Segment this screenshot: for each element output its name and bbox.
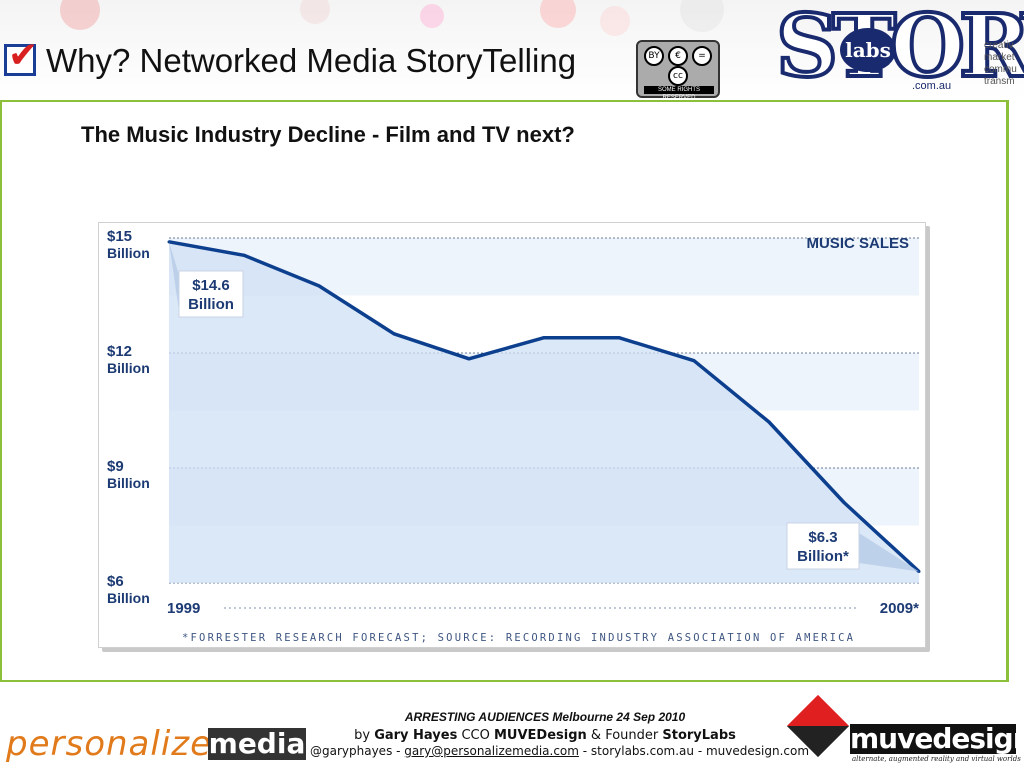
decor-circle <box>540 0 576 28</box>
creative-commons-badge: BY € = cc SOME RIGHTS RESERVED <box>636 40 720 100</box>
header-title: Why? Networked Media StoryTelling <box>46 42 577 79</box>
labs-badge: labs <box>840 28 896 72</box>
data-point <box>167 240 171 244</box>
y-tick-amount: $12 <box>107 343 132 360</box>
logo-part: personalize <box>6 724 213 764</box>
music-sales-chart: $15Billion$12Billion$9Billion$6Billion19… <box>107 228 921 644</box>
decor-circle <box>420 4 444 28</box>
credit-role: CCO <box>457 728 494 743</box>
callout-box <box>178 270 244 318</box>
chart-source: *FORRESTER RESEARCH FORECAST; SOURCE: RE… <box>182 632 855 644</box>
decor-circle <box>600 6 630 36</box>
credit-by: by <box>354 728 375 743</box>
credit-mid: & Founder <box>586 728 663 743</box>
footer-event: ARRESTING AUDIENCES Melbourne 24 Sep 201… <box>404 710 686 724</box>
cc-caption: SOME RIGHTS RESERVED <box>644 86 714 100</box>
cc-nd-icon: = <box>692 46 712 66</box>
slide-header: ✔ Why? Networked Media StoryTelling BY €… <box>0 0 1024 100</box>
cc-by-icon: BY <box>644 46 664 66</box>
y-tick-unit: Billion <box>107 590 150 606</box>
credit-name: Gary Hayes <box>374 728 458 743</box>
x-label-end: 2009* <box>880 600 919 617</box>
muvedesign-logo: muvedesign alternate, augmented reality … <box>786 694 1024 764</box>
callout-unit: Billion* <box>797 548 849 565</box>
data-point <box>242 253 246 257</box>
contact-rest: - storylabs.com.au - muvedesign.com <box>578 744 810 758</box>
data-point <box>617 336 621 340</box>
data-point <box>692 359 696 363</box>
cc-logo-icon: cc <box>668 66 688 86</box>
decor-circle <box>60 0 100 30</box>
footer-contact: @garyphayes - gary@personalizemedia.com … <box>310 744 809 758</box>
callout-box <box>786 522 860 570</box>
y-tick-unit: Billion <box>107 360 150 376</box>
y-tick-amount: $15 <box>107 228 132 245</box>
data-point <box>317 284 321 288</box>
chart-container: $15 Billion $12 Billion $9 Billion $6 Billion 19… <box>98 222 926 648</box>
checkmark-icon: ✔ <box>8 35 39 76</box>
side-line: commu <box>984 64 1017 75</box>
sales-area <box>169 241 919 584</box>
muvedesign-tagline: alternate, augmented reality and virtual… <box>852 755 1021 763</box>
side-line: market <box>984 52 1015 63</box>
storylabs-logo: STORY <box>774 0 1024 97</box>
y-tick-unit: Billion <box>107 245 150 261</box>
data-point <box>542 336 546 340</box>
data-point <box>842 501 846 504</box>
checkbox-icon: ✔ <box>4 38 38 76</box>
logo-domain: .com.au <box>912 80 952 92</box>
side-line: transm <box>984 76 1015 87</box>
credit-company: MUVEDesign <box>494 728 587 743</box>
decor-circle <box>300 0 330 24</box>
decor-circle <box>680 0 724 32</box>
callout-value: $14.6 <box>192 277 230 294</box>
y-tick-amount: $9 <box>107 458 124 475</box>
data-point <box>392 332 396 336</box>
y-tick-unit: Billion <box>107 475 150 491</box>
chart-title: MUSIC SALES <box>806 235 909 252</box>
data-point <box>467 357 471 361</box>
cc-nc-icon: € <box>668 46 688 66</box>
personalizemedia-logo: personalize media <box>2 724 307 764</box>
data-point <box>767 420 771 424</box>
callout-pointer <box>859 533 919 572</box>
side-line: creativ <box>984 40 1014 51</box>
logo-part: media <box>208 727 306 760</box>
footer-credit: by Gary Hayes CCO MUVEDesign & Founder S… <box>310 728 780 743</box>
cube-icon <box>786 694 850 758</box>
logo-side-text: creativ market commu transm <box>984 40 1017 88</box>
credit-org: StoryLabs <box>662 728 736 743</box>
slide-title: The Music Industry Decline - Film and TV… <box>81 122 575 147</box>
content-frame <box>0 100 1009 682</box>
contact-email-link[interactable]: gary@personalizemedia.com <box>404 744 579 758</box>
y-tick-amount: $6 <box>107 573 124 590</box>
muvedesign-word: muvedesign <box>850 722 1024 755</box>
callout-value: $6.3 <box>808 529 837 546</box>
contact-handle: @garyphayes - <box>310 744 405 758</box>
x-label-start: 1999 <box>167 600 200 617</box>
callout-unit: Billion <box>188 296 234 313</box>
